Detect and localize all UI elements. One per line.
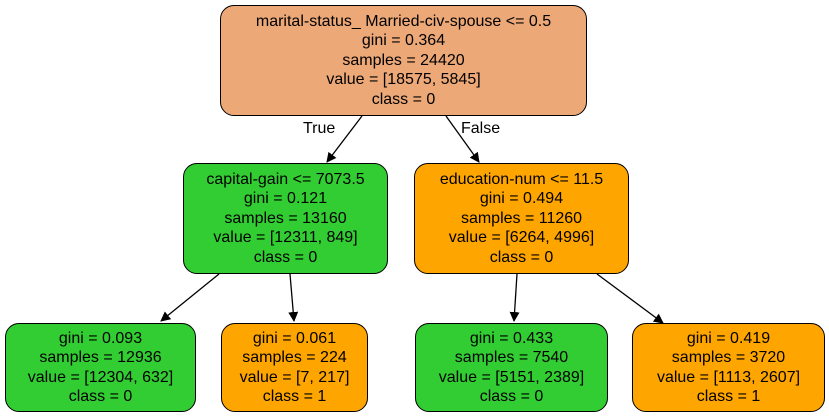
edge-label-false: False [461, 120, 501, 137]
tree-node-right: education-num <= 11.5 gini = 0.494 sampl… [414, 163, 629, 274]
node-gini: gini = 0.494 [479, 190, 564, 208]
node-gini: gini = 0.121 [243, 190, 328, 208]
node-samples: samples = 12936 [39, 349, 162, 366]
node-value: value = [7, 217] [239, 368, 350, 386]
node-samples: samples = 11260 [460, 209, 583, 227]
node-class: class = 0 [489, 248, 554, 266]
node-samples: samples = 3720 [671, 349, 786, 366]
tree-node-root: marital-status_ Married-civ-spouse <= 0.… [220, 5, 587, 116]
edge-right-leaf4 [596, 273, 664, 324]
node-value: value = [5151, 2389] [438, 368, 585, 386]
edge-left-leaf2 [288, 273, 299, 322]
node-class: class = 0 [479, 388, 544, 405]
node-samples: samples = 7540 [454, 349, 569, 366]
tree-leaf-1: gini = 0.093 samples = 12936 value = [12… [5, 323, 196, 412]
node-gini: gini = 0.419 [686, 329, 771, 347]
node-samples: samples = 224 [242, 349, 347, 366]
edge-root-right [445, 115, 480, 163]
node-class: class = 0 [68, 388, 133, 405]
edge-right-leaf3 [509, 273, 520, 322]
node-class: class = 1 [262, 388, 327, 405]
tree-node-left: capital-gain <= 7073.5 gini = 0.121 samp… [183, 163, 388, 274]
node-class: class = 0 [371, 90, 436, 108]
node-split-condition: capital-gain <= 7073.5 [206, 170, 365, 188]
node-samples: samples = 13160 [224, 209, 347, 227]
node-gini: gini = 0.061 [252, 329, 337, 347]
node-gini: gini = 0.433 [469, 329, 554, 347]
node-samples: samples = 24420 [342, 51, 465, 69]
node-split-condition: education-num <= 11.5 [439, 170, 604, 188]
edge-left-leaf1 [160, 273, 220, 322]
node-class: class = 1 [696, 388, 761, 405]
edge-label-true: True [303, 120, 336, 137]
tree-leaf-3: gini = 0.433 samples = 7540 value = [515… [415, 323, 608, 412]
node-value: value = [1113, 2607] [656, 368, 801, 386]
node-class: class = 0 [253, 248, 318, 266]
node-value: value = [12311, 849] [213, 229, 358, 247]
tree-leaf-4: gini = 0.419 samples = 3720 value = [111… [632, 323, 825, 412]
node-value: value = [12304, 632] [27, 368, 174, 386]
tree-leaf-2: gini = 0.061 samples = 224 value = [7, 2… [221, 323, 368, 412]
node-value: value = [18575, 5845] [326, 71, 481, 89]
node-gini: gini = 0.093 [58, 329, 143, 347]
node-split-condition: marital-status_ Married-civ-spouse <= 0.… [255, 12, 552, 30]
edge-root-left [326, 115, 363, 163]
node-value: value = [6264, 4996] [448, 229, 595, 247]
node-gini: gini = 0.364 [361, 32, 446, 50]
